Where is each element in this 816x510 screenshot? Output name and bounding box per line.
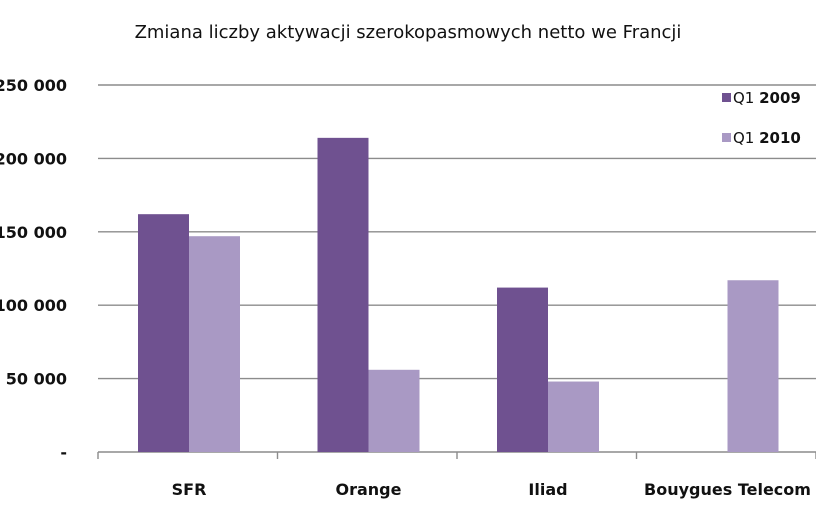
x-tick-label-2: Iliad (528, 480, 567, 499)
legend-swatch-2009 (722, 93, 731, 102)
x-tick-label-1: Orange (336, 480, 402, 499)
y-tick-label-5: 250 000 (0, 76, 67, 95)
bar-2009-iliad (497, 287, 548, 452)
bars (138, 137, 779, 452)
x-axis (97, 451, 816, 459)
y-tick-label-1: 50 000 (6, 370, 67, 389)
y-axis-tick-labels: - 50 000 100 000 150 000 200 000 250 000 (0, 76, 67, 462)
legend-label-2010: Q1 2010 (733, 129, 801, 147)
legend-label-2009: Q1 2009 (733, 89, 801, 107)
x-tick-label-0: SFR (172, 480, 207, 499)
legend-swatch-2010 (722, 133, 731, 142)
bar-2010-bouygues-telecom (727, 280, 779, 452)
y-tick-label-4: 200 000 (0, 149, 67, 168)
bar-2009-orange (317, 137, 369, 452)
x-tick-label-3: Bouygues Telecom (644, 480, 811, 499)
bar-2010-iliad (548, 381, 599, 452)
y-tick-label-0: - (60, 443, 67, 462)
y-tick-label-3: 150 000 (0, 223, 67, 242)
bar-2009-sfr (138, 214, 189, 452)
bar-2010-sfr (189, 236, 240, 452)
x-axis-tick-labels: SFR Orange Iliad Bouygues Telecom (172, 480, 811, 499)
bar-2010-orange (368, 369, 420, 452)
y-tick-label-2: 100 000 (0, 296, 67, 315)
chart-title: Zmiana liczby aktywacji szerokopasmowych… (135, 22, 682, 43)
legend: Q1 2009 Q1 2010 (722, 89, 801, 147)
